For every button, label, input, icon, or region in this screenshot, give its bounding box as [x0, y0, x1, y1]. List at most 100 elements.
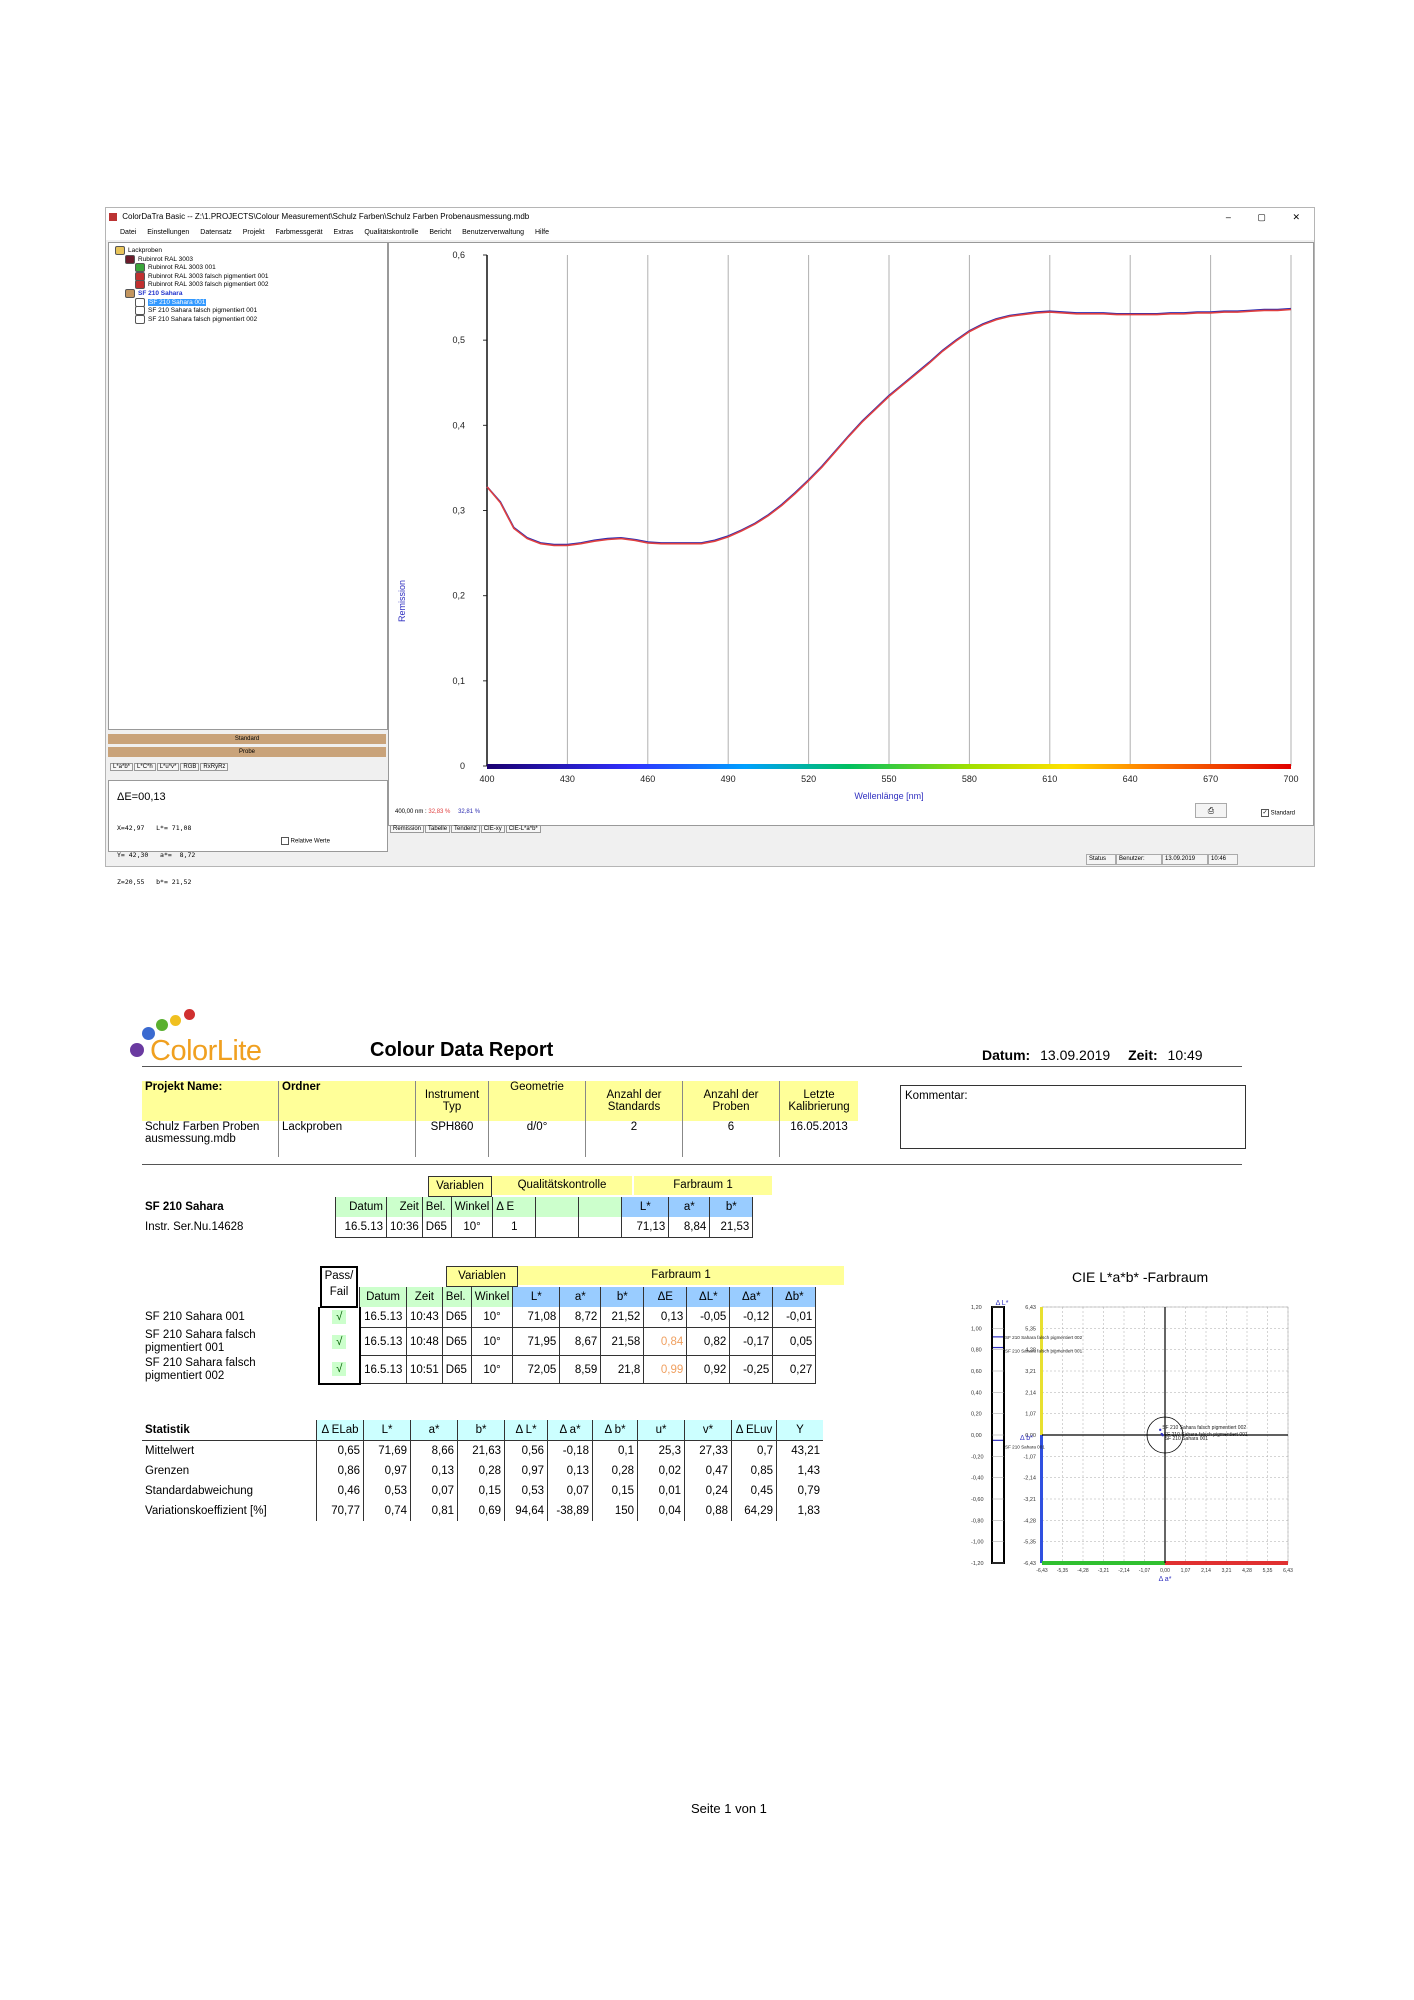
standard-checkbox[interactable]: ✓: [1261, 809, 1269, 817]
tree-node[interactable]: Lackproben: [115, 246, 162, 255]
app-window: ColorDaTra Basic -- Z:\1.PROJECTS\Colour…: [105, 207, 1315, 886]
menu-hilfe[interactable]: Hilfe: [534, 229, 549, 236]
delta-l-tick: -0,20: [971, 1454, 984, 1460]
sample-cell: 21,58: [600, 1327, 644, 1356]
delta-b-tick: -3,21: [1023, 1497, 1036, 1503]
tree-node[interactable]: SF 210 Sahara: [125, 289, 182, 298]
sample-cell: 0,84: [643, 1327, 687, 1356]
delta-a-tick: -4,28: [1077, 1568, 1089, 1574]
xyz-lab-row-2: Y= 42,30 a*= 8,72: [117, 851, 196, 859]
delta-b-tick: 3,21: [1025, 1369, 1036, 1375]
tab-lab[interactable]: L*a*b*: [110, 763, 134, 771]
stat-header: Δ b*: [592, 1420, 638, 1441]
std-winkel: 10°: [450, 1217, 493, 1238]
menu-farbmessgeraet[interactable]: Farbmessgerät: [275, 229, 323, 236]
datum-value: 13.09.2019: [1040, 1047, 1111, 1063]
tree-node[interactable]: SF 210 Sahara falsch pigmentiert 002: [135, 314, 258, 324]
tab-cie-xy[interactable]: CIE-xy: [480, 825, 505, 833]
sample-cell: 16.5.13: [359, 1307, 407, 1328]
a-positive-bar: [1165, 1561, 1288, 1565]
tree-node[interactable]: SF 210 Sahara 001: [135, 297, 207, 307]
ab-point: [1159, 1428, 1162, 1432]
y-tick-label: 0,4: [452, 420, 465, 430]
std-empty-1: [535, 1217, 579, 1238]
stat-cell: 0,85: [731, 1461, 777, 1481]
tab-tendenz[interactable]: Tendenz: [451, 825, 480, 833]
stat-cell: 0,13: [547, 1461, 593, 1481]
relative-checkbox[interactable]: [281, 837, 289, 845]
sample-tree[interactable]: Lackproben Rubinrot RAL 3003 Rubinrot RAL …: [108, 242, 388, 730]
sample-cell: D65: [441, 1355, 472, 1384]
close-button[interactable]: ✕: [1292, 212, 1300, 222]
print-icon[interactable]: ⎙: [1195, 803, 1227, 818]
tab-remission[interactable]: Remission: [390, 825, 425, 833]
tree-node[interactable]: Rubinrot RAL 3003: [125, 254, 193, 264]
tab-tabelle[interactable]: Tabelle: [425, 825, 451, 833]
x-tick-label: 430: [560, 774, 575, 784]
std-datum: 16.5.13: [335, 1217, 387, 1238]
tab-rxryrz[interactable]: RxRyRz: [200, 763, 229, 771]
minimize-button[interactable]: –: [1225, 212, 1231, 222]
tree-node[interactable]: Rubinrot RAL 3003 falsch pigmentiert 002: [135, 280, 268, 290]
menu-datensatz[interactable]: Datensatz: [200, 229, 232, 236]
sample-hdr-b: b*: [600, 1287, 644, 1307]
delta-a-tick: -2,14: [1118, 1568, 1130, 1574]
std-hdr-empty-2: [578, 1197, 622, 1217]
stat-header: Δ a*: [547, 1420, 593, 1441]
tab-cie-lab[interactable]: CIE-L*a*b*: [505, 825, 541, 833]
delta-b-tick: 4,28: [1025, 1348, 1036, 1354]
delta-a-tick: 2,14: [1201, 1568, 1211, 1574]
tree-node[interactable]: SF 210 Sahara falsch pigmentiert 001: [135, 306, 257, 316]
menu-datei[interactable]: Datei: [120, 229, 137, 236]
delta-a-tick: 1,07: [1181, 1568, 1191, 1574]
stat-header: a*: [410, 1420, 458, 1441]
sample-hdr-de: ΔE: [643, 1287, 687, 1307]
remission-panel: 400 430 460 490 520 550 580 610 640 670 700 0 0,1 0,2…: [388, 242, 1314, 826]
delta-l-tick: 1,20: [971, 1305, 982, 1311]
b-negative-bar: [1040, 1435, 1043, 1563]
stat-cell: 0,1: [592, 1440, 638, 1461]
hdr-projekt: Projekt Name:: [142, 1081, 279, 1121]
standard-bar[interactable]: Standard: [108, 734, 386, 744]
menu-qualitaetskontrolle[interactable]: Qualitätskontrolle: [364, 229, 419, 236]
std-hdr-winkel: Winkel: [450, 1197, 493, 1217]
xyz-lab-row-1: X=42,97 L*= 71,08: [117, 824, 192, 832]
sample-cell: 10:48: [406, 1327, 443, 1356]
val-standards: 2: [585, 1121, 683, 1157]
stat-cell: 0,28: [457, 1461, 505, 1481]
tab-rgb[interactable]: RGB: [180, 763, 200, 771]
status-time: 10:46: [1208, 854, 1238, 865]
stat-cell: 0,45: [731, 1481, 777, 1501]
tab-lch[interactable]: L*C*h: [134, 763, 156, 771]
menu-extras[interactable]: Extras: [333, 229, 354, 236]
xyz-lab-row-3: Z=20,55 b*= 21,52: [117, 878, 192, 886]
menu-bericht[interactable]: Bericht: [429, 229, 452, 236]
probe-bar[interactable]: Probe: [108, 747, 386, 757]
maximize-button[interactable]: ▢: [1257, 212, 1266, 222]
y-tick-label: 0,1: [452, 676, 465, 686]
delta-b-tick: 0,00: [1025, 1433, 1036, 1439]
delta-b-tick: 2,14: [1025, 1390, 1036, 1396]
stat-cell: 0,79: [776, 1481, 823, 1501]
menu-projekt[interactable]: Projekt: [242, 229, 265, 236]
status-label: Status: [1086, 854, 1116, 865]
sample-hdr-winkel: Winkel: [470, 1287, 513, 1307]
sample-icon: [135, 314, 145, 324]
delta-l-tick: -0,60: [971, 1497, 984, 1503]
project-table: Projekt Name: Ordner Instrument Typ Geom…: [142, 1081, 858, 1157]
tree-node[interactable]: Rubinrot RAL 3003 falsch pigmentiert 001: [135, 271, 268, 281]
menu-benutzerverwaltung[interactable]: Benutzerverwaltung: [462, 229, 525, 236]
app-icon: [109, 212, 117, 221]
report-title: Colour Data Report: [370, 1039, 554, 1061]
tree-node-label: SF 210 Sahara falsch pigmentiert 002: [148, 316, 258, 324]
stat-cell: 0,53: [363, 1481, 411, 1501]
std-hdr-datum: Datum: [335, 1197, 387, 1217]
std-empty-2: [578, 1217, 622, 1238]
delta-b-tick: -1,07: [1023, 1454, 1036, 1460]
status-user: Benutzer:: [1116, 854, 1162, 865]
stat-header: Y: [776, 1420, 823, 1441]
delta-b-tick: 1,07: [1025, 1412, 1036, 1418]
tree-node[interactable]: Rubinrot RAL 3003 001: [135, 263, 216, 273]
tab-luv[interactable]: L*u*v*: [156, 763, 180, 771]
menu-einstellungen[interactable]: Einstellungen: [147, 229, 190, 236]
